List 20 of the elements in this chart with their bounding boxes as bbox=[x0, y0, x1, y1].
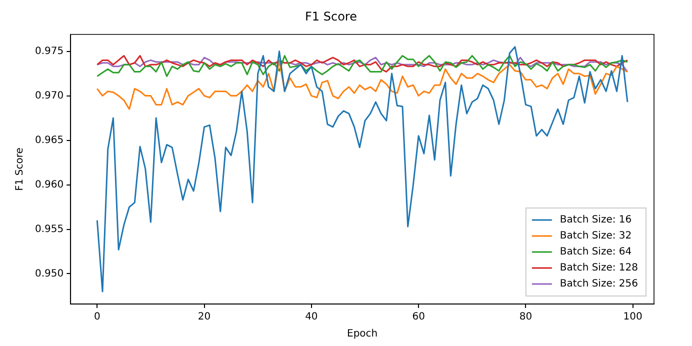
x-tick-label: 60 bbox=[412, 312, 425, 323]
chart-title: F1 Score bbox=[305, 9, 357, 24]
x-tick-label: 40 bbox=[305, 312, 318, 323]
x-tick-label: 100 bbox=[623, 312, 642, 323]
y-tick-label: 0.950 bbox=[34, 268, 64, 280]
x-axis-title: Epoch bbox=[347, 328, 378, 340]
x-tick-label: 20 bbox=[198, 312, 211, 323]
y-tick-label: 0.960 bbox=[34, 179, 64, 190]
legend-label: Batch Size: 16 bbox=[560, 214, 632, 226]
x-tick-label: 0 bbox=[94, 312, 100, 323]
legend-label: Batch Size: 256 bbox=[560, 278, 638, 290]
y-tick-label: 0.975 bbox=[34, 46, 64, 57]
x-tick-label: 80 bbox=[519, 312, 532, 323]
y-axis-title: F1 Score bbox=[14, 148, 26, 191]
y-tick-label: 0.970 bbox=[34, 90, 64, 102]
legend-label: Batch Size: 64 bbox=[560, 246, 632, 258]
legend-label: Batch Size: 128 bbox=[560, 262, 638, 274]
y-tick-label: 0.965 bbox=[34, 134, 64, 146]
legend-label: Batch Size: 32 bbox=[560, 230, 632, 242]
y-tick-label: 0.955 bbox=[34, 224, 64, 235]
